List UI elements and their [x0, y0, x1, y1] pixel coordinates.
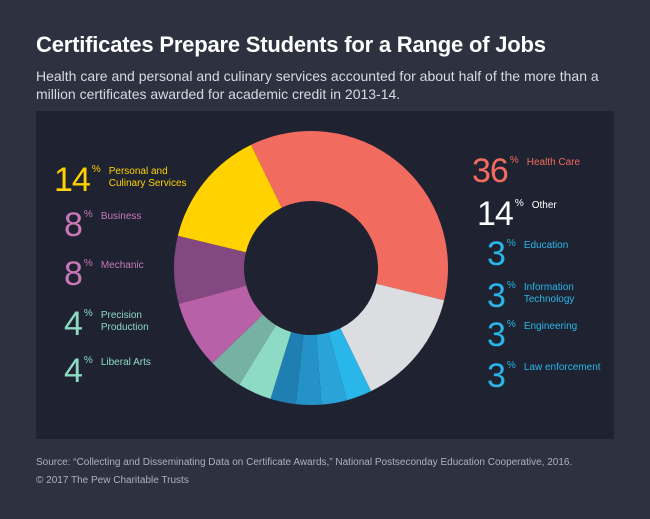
- donut-slice-business: [174, 235, 247, 304]
- donut-slice-liberal-arts: [239, 325, 292, 399]
- legend-item-other: 14 % Other: [477, 197, 557, 231]
- donut-slice-precision-production: [212, 314, 276, 385]
- legend-value: 14: [54, 161, 91, 199]
- legend-label: Other: [531, 200, 557, 211]
- donut-slice-health-care: [250, 131, 448, 301]
- legend-item-information-technology: 3 % Information Technology: [487, 279, 574, 313]
- legend-percent: %: [506, 360, 516, 371]
- legend-value: 3: [487, 357, 506, 395]
- legend-item-liberal-arts: 4 % Liberal Arts: [64, 354, 151, 388]
- legend-value: 4: [64, 352, 83, 390]
- donut-slice-law-enforcement: [270, 332, 304, 405]
- legend-value: 3: [487, 235, 506, 273]
- legend-percent: %: [91, 164, 101, 175]
- legend-value: 14: [477, 195, 514, 233]
- legend-label: Precision Production: [100, 310, 149, 333]
- legend-label: Engineering: [523, 321, 578, 332]
- legend-item-personal-culinary: 14 % Personal and Culinary Services: [54, 163, 187, 197]
- source-note: Source: “Collecting and Disseminating Da…: [36, 457, 573, 468]
- legend-percent: %: [506, 280, 516, 291]
- legend-value: 8: [64, 206, 83, 244]
- donut-slice-information-technology: [316, 332, 347, 405]
- legend-item-mechanic: 8 % Mechanic: [64, 257, 144, 291]
- legend-label: Personal and Culinary Services: [108, 166, 187, 189]
- legend-value: 36: [472, 152, 509, 190]
- legend-percent: %: [83, 355, 93, 366]
- donut-slice-other: [340, 283, 445, 392]
- donut-chart: [174, 131, 448, 405]
- legend-percent: %: [506, 238, 516, 249]
- legend-percent: %: [506, 319, 516, 330]
- legend-label: Information Technology: [523, 282, 575, 305]
- legend-percent: %: [509, 155, 519, 166]
- legend-label: Law enforcement: [523, 362, 601, 373]
- donut-slice-education: [328, 328, 372, 401]
- legend-value: 3: [487, 316, 506, 354]
- legend-label: Business: [100, 211, 142, 222]
- donut-slice-mechanic: [178, 285, 263, 364]
- legend-item-health-care: 36 % Health Care: [472, 154, 580, 188]
- page-title: Certificates Prepare Students for a Rang…: [36, 32, 546, 57]
- legend-item-engineering: 3 % Engineering: [487, 318, 577, 352]
- donut-slice-personal-and-culinary-services: [177, 144, 282, 253]
- chart-panel: 14 % Personal and Culinary Services 8 % …: [36, 111, 614, 439]
- legend-item-precision-production: 4 % Precision Production: [64, 307, 149, 341]
- legend-value: 8: [64, 255, 83, 293]
- legend-label: Liberal Arts: [100, 357, 151, 368]
- legend-item-business: 8 % Business: [64, 208, 141, 242]
- legend-label: Education: [523, 240, 569, 251]
- copyright-note: © 2017 The Pew Charitable Trusts: [36, 475, 189, 486]
- legend-percent: %: [83, 258, 93, 269]
- legend-percent: %: [83, 209, 93, 220]
- legend-item-education: 3 % Education: [487, 237, 568, 271]
- legend-label: Health Care: [526, 157, 581, 168]
- legend-item-law-enforcement: 3 % Law enforcement: [487, 359, 601, 393]
- legend-percent: %: [514, 198, 524, 209]
- legend-label: Mechanic: [100, 260, 144, 271]
- page-subtitle: Health care and personal and culinary se…: [36, 68, 599, 102]
- legend-percent: %: [83, 308, 93, 319]
- legend-value: 4: [64, 305, 83, 343]
- legend-value: 3: [487, 277, 506, 315]
- donut-slice-engineering: [295, 334, 322, 405]
